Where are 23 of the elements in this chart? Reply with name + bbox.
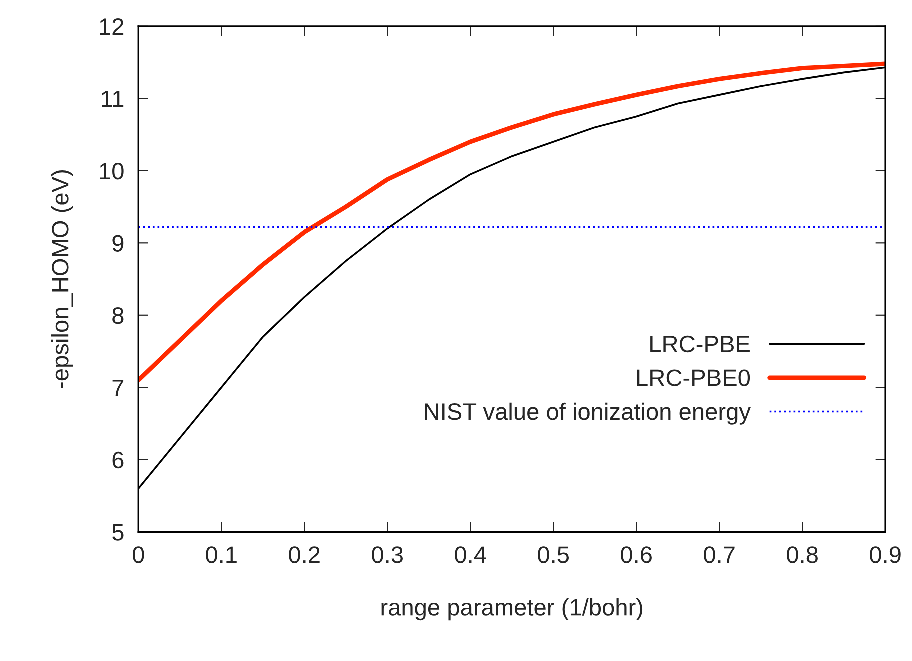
y-tick-label: 11 [102, 90, 124, 108]
legend-label: LRC-PBE0 [637, 370, 750, 386]
y-tick-label: 10 [100, 162, 124, 180]
x-tick-label: 0.8 [787, 546, 818, 564]
y-tick-label: 6 [112, 452, 124, 469]
x-tick-label: 0.9 [870, 546, 901, 564]
x-tick-label: 0.1 [206, 546, 237, 564]
x-tick-label: 0.6 [621, 546, 652, 564]
x-axis-title: range parameter (1/bohr) [382, 598, 643, 621]
x-tick-label: 0.4 [455, 546, 486, 564]
x-tick-label: 0 [132, 546, 144, 564]
legend-label: NIST value of ionization energy [425, 402, 751, 425]
y-tick-label: 8 [112, 307, 124, 324]
x-tick-label: 0.3 [372, 546, 403, 564]
y-tick-label: 9 [112, 235, 124, 252]
x-tick-label: 0.7 [704, 546, 735, 564]
y-axis-title: -epsilon_HOMO (eV) [51, 170, 74, 388]
y-tick-label: 7 [112, 380, 124, 396]
legend-label: LRC-PBE [650, 336, 750, 353]
y-tick-label: 12 [100, 18, 124, 35]
x-tick-label: 0.5 [538, 546, 570, 564]
y-tick-label: 5 [112, 524, 124, 541]
x-tick-label: 0.2 [289, 546, 320, 564]
